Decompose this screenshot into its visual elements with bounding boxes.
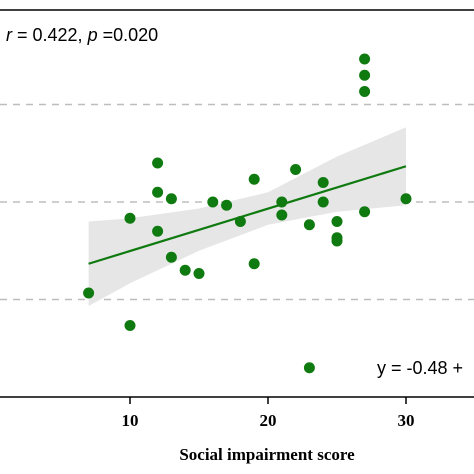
x-axis-title: Social impairment score xyxy=(179,445,355,464)
data-point-21 xyxy=(317,196,329,208)
data-point-0 xyxy=(83,287,95,299)
x-tick-label-20: 20 xyxy=(260,411,277,430)
data-point-8 xyxy=(179,264,191,276)
data-point-16 xyxy=(276,209,288,221)
data-point-10 xyxy=(207,196,219,208)
data-point-2 xyxy=(124,212,136,224)
x-tick-label-10: 10 xyxy=(122,411,139,430)
data-point-3 xyxy=(152,157,164,169)
p-symbol: p xyxy=(87,25,98,45)
regression-line xyxy=(88,165,407,265)
data-point-4 xyxy=(152,186,164,198)
data-point-20 xyxy=(317,177,329,188)
data-point-13 xyxy=(248,173,260,185)
data-point-18 xyxy=(303,219,315,231)
data-point-6 xyxy=(165,193,177,205)
data-points xyxy=(83,53,412,374)
data-point-24 xyxy=(331,235,343,247)
p-value: =0.020 xyxy=(98,25,159,45)
data-point-14 xyxy=(248,258,260,270)
r-symbol: r xyxy=(6,25,13,45)
r-value: = 0.422, xyxy=(12,25,88,45)
regression-equation: y = -0.48 + xyxy=(377,358,463,378)
data-point-11 xyxy=(221,199,233,211)
data-point-9 xyxy=(193,268,205,279)
data-point-5 xyxy=(152,225,164,237)
data-point-19 xyxy=(303,362,315,374)
data-point-27 xyxy=(359,69,371,81)
data-point-28 xyxy=(359,53,371,65)
data-point-17 xyxy=(290,164,302,175)
data-point-26 xyxy=(359,86,371,97)
data-point-29 xyxy=(400,193,412,205)
fit-line xyxy=(88,165,407,265)
x-tick-label-30: 30 xyxy=(398,411,415,430)
data-point-1 xyxy=(124,320,136,331)
data-point-22 xyxy=(331,216,343,227)
x-ticks: 10 20 30 xyxy=(122,397,415,430)
data-point-15 xyxy=(276,196,288,208)
data-point-25 xyxy=(359,206,371,218)
axes xyxy=(0,9,474,398)
data-point-7 xyxy=(165,251,177,263)
stats-annotation: r = 0.422, p =0.020 xyxy=(6,25,158,45)
data-point-12 xyxy=(234,216,246,227)
